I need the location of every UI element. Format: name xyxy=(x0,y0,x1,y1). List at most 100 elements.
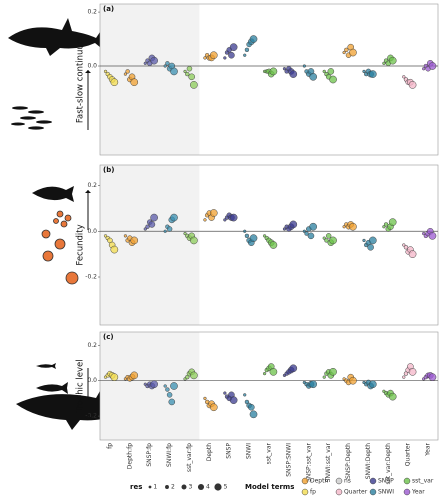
point xyxy=(289,70,298,78)
legend-label: 2 xyxy=(171,484,175,491)
point xyxy=(383,222,389,227)
legend-dot xyxy=(214,483,222,491)
small-fish-school xyxy=(11,106,52,130)
point xyxy=(403,245,409,250)
x-tick-label: Depth xyxy=(206,443,213,461)
legend-label: ns xyxy=(344,478,351,485)
point xyxy=(368,236,377,245)
point xyxy=(243,229,247,233)
point xyxy=(244,47,250,53)
point xyxy=(302,64,307,68)
point xyxy=(209,51,218,60)
point xyxy=(123,234,128,238)
shark-top xyxy=(8,18,106,56)
point xyxy=(329,236,337,245)
fish-mid xyxy=(36,382,68,394)
point xyxy=(382,61,386,65)
point xyxy=(349,48,357,57)
point xyxy=(209,209,218,217)
plots: (a) 0.0 0.2 Fast-slow continuum (b) -0.2 0.0 0.… xyxy=(76,3,439,496)
legend-swatch xyxy=(335,477,343,485)
point xyxy=(229,213,238,222)
point xyxy=(203,218,207,222)
point xyxy=(228,51,235,59)
point xyxy=(143,61,147,65)
point xyxy=(110,78,119,87)
panel-title: (b) xyxy=(103,166,114,174)
point xyxy=(327,68,335,75)
y-tick-label: 0.2 xyxy=(87,9,97,16)
x-tick-label: SNWI xyxy=(246,443,253,459)
legend-dot xyxy=(181,484,187,490)
point xyxy=(269,367,278,376)
point xyxy=(324,238,329,243)
y-tick-label: 0.0 xyxy=(87,377,97,384)
x-tick-label: SNSP:sst_var xyxy=(305,442,312,482)
point xyxy=(249,234,258,242)
point xyxy=(362,69,366,74)
point xyxy=(269,241,278,249)
point xyxy=(408,81,417,89)
point xyxy=(367,243,374,251)
point xyxy=(165,61,170,66)
point xyxy=(304,231,309,236)
point xyxy=(428,62,437,70)
x-tick-label: sst_var xyxy=(266,442,273,464)
point xyxy=(388,392,397,401)
legend-swatch xyxy=(301,488,309,496)
point xyxy=(170,67,178,76)
point xyxy=(249,410,258,419)
point xyxy=(289,364,298,373)
point xyxy=(223,56,227,60)
point xyxy=(402,375,406,379)
y-tick-label: 0.2 xyxy=(87,182,97,189)
legend-dot xyxy=(148,485,152,489)
point xyxy=(203,396,207,401)
point xyxy=(170,382,178,390)
point xyxy=(388,218,397,226)
legend-title: Model terms xyxy=(245,483,294,491)
legend-dot xyxy=(165,485,169,489)
point xyxy=(150,213,158,222)
point xyxy=(289,220,298,229)
point xyxy=(349,222,357,231)
legend-swatch xyxy=(335,488,343,496)
legend-label: 4 xyxy=(206,484,210,491)
legend-swatch xyxy=(301,477,309,485)
legend-swatch xyxy=(369,477,377,485)
panel-title: (c) xyxy=(103,333,114,341)
legend-label: 1 xyxy=(153,484,157,491)
point xyxy=(168,398,176,406)
y-axis-label: Trophic level xyxy=(76,359,86,413)
x-tick-label: SNSP:Depth xyxy=(345,443,352,479)
point xyxy=(185,71,190,77)
point xyxy=(163,64,167,68)
point xyxy=(103,69,108,74)
x-tick-label: sst_var:Depth xyxy=(385,443,392,485)
legend-swatch xyxy=(369,488,377,496)
x-tick-label: fp xyxy=(106,443,113,449)
panel-frame xyxy=(99,3,439,156)
x-tick-label: SNSP:SNWI xyxy=(285,443,292,477)
point xyxy=(322,69,326,74)
y-axis-label: Fecundity xyxy=(76,224,86,265)
point xyxy=(166,392,173,398)
panel-frame xyxy=(99,331,439,441)
eggs xyxy=(41,210,79,285)
point xyxy=(183,69,187,74)
point xyxy=(368,380,377,389)
x-tick-label: SNWI:Depth xyxy=(365,443,372,479)
point xyxy=(342,50,346,55)
point xyxy=(329,367,337,376)
point xyxy=(123,72,128,76)
point xyxy=(244,233,250,239)
point xyxy=(110,373,119,381)
point xyxy=(368,70,377,78)
x-tick-label: SNSP xyxy=(226,443,233,459)
point xyxy=(307,232,315,240)
point xyxy=(165,387,170,392)
point xyxy=(188,73,195,81)
point xyxy=(282,67,287,71)
x-tick-label: SNSP:fp xyxy=(146,443,153,467)
